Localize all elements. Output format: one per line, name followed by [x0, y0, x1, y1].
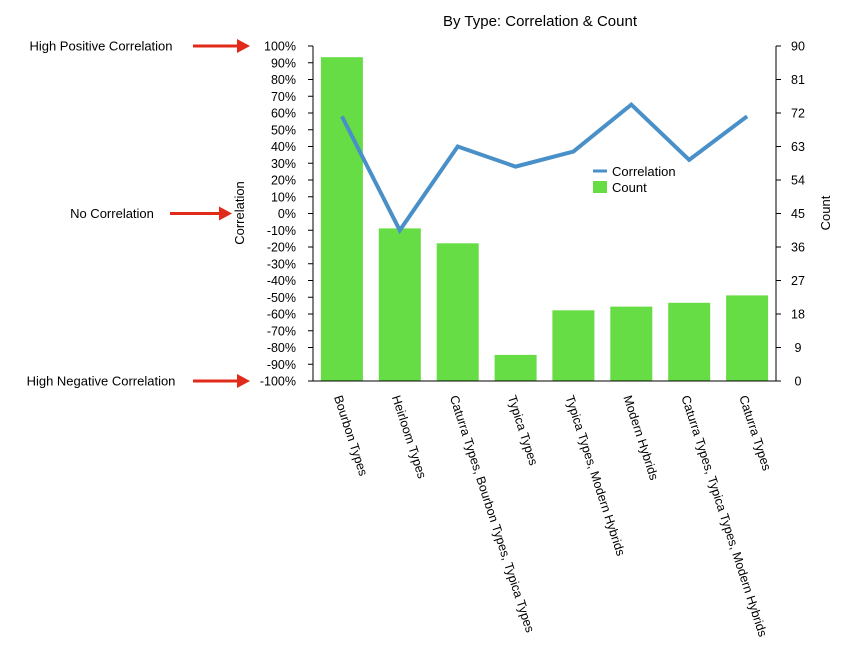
left-axis-tick-label: 70% — [271, 90, 296, 104]
right-axis-tick-label: 9 — [795, 341, 802, 355]
left-axis-label: Correlation — [232, 181, 247, 245]
x-axis-tick-label: Typica Types, Modern Hybrids — [563, 394, 628, 558]
left-axis-tick-label: 10% — [271, 190, 296, 204]
correlation-line-layer — [340, 101, 749, 235]
left-axis-tick-label: 20% — [271, 174, 296, 188]
legend-count-swatch — [593, 181, 607, 193]
x-axis-tick-label: Heirloom Types — [389, 394, 429, 481]
legend-correlation-label: Correlation — [612, 164, 676, 179]
left-axis-tick-label: -20% — [267, 241, 296, 255]
count-bar — [726, 295, 769, 381]
count-bar — [494, 354, 537, 381]
annotation-label: No Correlation — [70, 206, 154, 221]
left-axis-tick-label: -10% — [267, 224, 296, 238]
left-axis-tick-label: -60% — [267, 308, 296, 322]
left-axis-tick-label: 50% — [271, 123, 296, 137]
annotations: High Positive Correlation No Correlation H… — [27, 39, 250, 389]
count-bar — [668, 302, 711, 381]
count-bar — [436, 243, 479, 381]
left-axis-tick-label: 80% — [271, 73, 296, 87]
x-axis-tick-label: Caturra Types — [736, 394, 774, 473]
right-axis-tick-label: 72 — [791, 107, 805, 121]
left-axis-tick-label: -80% — [267, 341, 296, 355]
x-axis-tick-label: Typica Types — [505, 394, 541, 468]
left-axis-tick-label: -50% — [267, 291, 296, 305]
x-axis-tick-label: Bourbon Types — [331, 394, 370, 478]
left-axis-tick-label: 90% — [271, 56, 296, 70]
left-axis-tick-label: -30% — [267, 257, 296, 271]
count-bar — [378, 228, 421, 381]
left-axis-tick-label: -70% — [267, 324, 296, 338]
left-axis: 100% 90% 80% 70% 60% 50% 40% 30% 20% 10% 0% -10% -20… — [260, 40, 776, 389]
right-axis-label: Count — [818, 195, 833, 230]
right-axis-tick-label: 90 — [791, 40, 805, 54]
left-axis-tick-label: 40% — [271, 140, 296, 154]
annotation-arrow-head — [237, 374, 250, 388]
left-axis-tick-label: 60% — [271, 107, 296, 121]
right-axis-tick-label: 63 — [791, 140, 805, 154]
right-axis-tick-label: 36 — [791, 241, 805, 255]
x-axis-tick-label: Modern Hybrids — [620, 394, 661, 482]
right-axis-tick-label: 45 — [791, 207, 805, 221]
bars — [320, 57, 769, 381]
annotation-label: High Negative Correlation — [27, 374, 176, 389]
annotation-arrow-head — [237, 39, 250, 53]
annotation-arrow-head — [219, 206, 232, 221]
right-axis-tick-label: 18 — [791, 308, 805, 322]
right-axis-tick-label: 54 — [791, 174, 805, 188]
left-axis-tick-label: -100% — [260, 375, 296, 389]
left-axis-tick-label: 30% — [271, 157, 296, 171]
right-axis-tick-label: 0 — [795, 375, 802, 389]
count-bar — [610, 306, 653, 381]
legend: Correlation Count — [593, 164, 676, 195]
right-axis-tick-label: 81 — [791, 73, 805, 87]
left-axis-tick-label: 100% — [264, 40, 296, 54]
left-axis-tick-label: -90% — [267, 358, 296, 372]
x-axis-labels: Bourbon Types Heirloom Types Caturra Types… — [331, 394, 774, 639]
left-axis-tick-label: -40% — [267, 274, 296, 288]
left-axis-tick-label: 0% — [278, 207, 296, 221]
annotation-label: High Positive Correlation — [29, 39, 172, 54]
count-bar — [320, 57, 363, 381]
chart-title: By Type: Correlation & Count — [443, 13, 638, 30]
right-axis-tick-label: 27 — [791, 274, 805, 288]
legend-count-label: Count — [612, 180, 647, 195]
correlation-line — [340, 101, 749, 235]
count-bar — [552, 310, 595, 381]
